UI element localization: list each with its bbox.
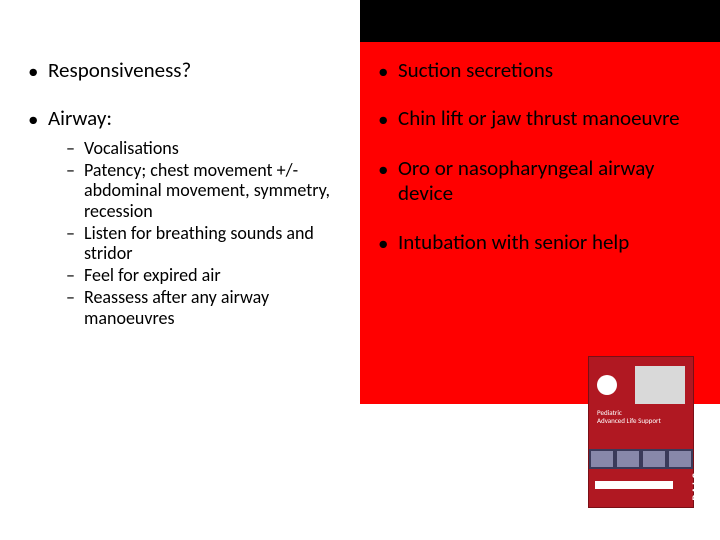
bullet-dot: • bbox=[28, 58, 48, 84]
bullet-text: Intubation with senior help bbox=[398, 230, 688, 255]
book-logo-icon bbox=[597, 375, 617, 395]
sub-text: Feel for expired air bbox=[84, 265, 348, 286]
bullet-chinlift: • Chin lift or jaw thrust manoeuvre bbox=[378, 106, 688, 132]
sub-vocalisations: – Vocalisations bbox=[66, 138, 348, 159]
bullet-dot: • bbox=[28, 106, 48, 132]
book-white-bar bbox=[595, 481, 673, 489]
book-photo-strip bbox=[589, 449, 693, 469]
sub-list: – Vocalisations – Patency; chest movemen… bbox=[66, 138, 348, 328]
bullet-suction: • Suction secretions bbox=[378, 58, 688, 84]
book-title-2: Advanced Life Support bbox=[597, 417, 685, 425]
book-top bbox=[597, 365, 685, 405]
bullet-dot: • bbox=[378, 230, 398, 256]
dash: – bbox=[66, 138, 84, 159]
bullet-text: Oro or nasopharyngeal airway device bbox=[398, 156, 688, 206]
bullet-intubation: • Intubation with senior help bbox=[378, 230, 688, 256]
strip-img bbox=[643, 451, 665, 467]
sub-feel: – Feel for expired air bbox=[66, 265, 348, 286]
dash: – bbox=[66, 160, 84, 181]
bullet-airway-device: • Oro or nasopharyngeal airway device bbox=[378, 156, 688, 206]
bullet-dot: • bbox=[378, 58, 398, 84]
top-black-block bbox=[360, 0, 720, 42]
right-column: • Suction secretions • Chin lift or jaw … bbox=[378, 58, 688, 278]
sub-text: Listen for breathing sounds and stridor bbox=[84, 223, 348, 264]
bullet-text: Suction secretions bbox=[398, 58, 688, 83]
bullet-text: Chin lift or jaw thrust manoeuvre bbox=[398, 106, 688, 131]
sub-patency: – Patency; chest movement +/- abdominal … bbox=[66, 160, 348, 222]
sub-text: Vocalisations bbox=[84, 138, 348, 159]
strip-img bbox=[669, 451, 691, 467]
sub-reassess: – Reassess after any airway manoeuvres bbox=[66, 287, 348, 328]
bullet-text: Responsiveness? bbox=[48, 58, 348, 83]
bullet-dot: • bbox=[378, 156, 398, 182]
strip-img bbox=[591, 451, 613, 467]
sub-text: Patency; chest movement +/- abdominal mo… bbox=[84, 160, 348, 222]
dash: – bbox=[66, 287, 84, 308]
sub-text: Reassess after any airway manoeuvres bbox=[84, 287, 348, 328]
bullet-text: Airway: bbox=[48, 106, 348, 131]
book-title-area: Pediatric Advanced Life Support bbox=[597, 409, 685, 424]
book-cover: Pediatric Advanced Life Support PALS bbox=[588, 356, 694, 508]
strip-img bbox=[617, 451, 639, 467]
dash: – bbox=[66, 265, 84, 286]
dash: – bbox=[66, 223, 84, 244]
bullet-dot: • bbox=[378, 106, 398, 132]
bullet-responsiveness: • Responsiveness? bbox=[28, 58, 348, 84]
book-photo bbox=[635, 366, 685, 404]
sub-listen: – Listen for breathing sounds and strido… bbox=[66, 223, 348, 264]
book-spine-text: PALS bbox=[690, 471, 703, 501]
left-column: • Responsiveness? • Airway: – Vocalisati… bbox=[28, 58, 348, 329]
bullet-airway: • Airway: bbox=[28, 106, 348, 132]
